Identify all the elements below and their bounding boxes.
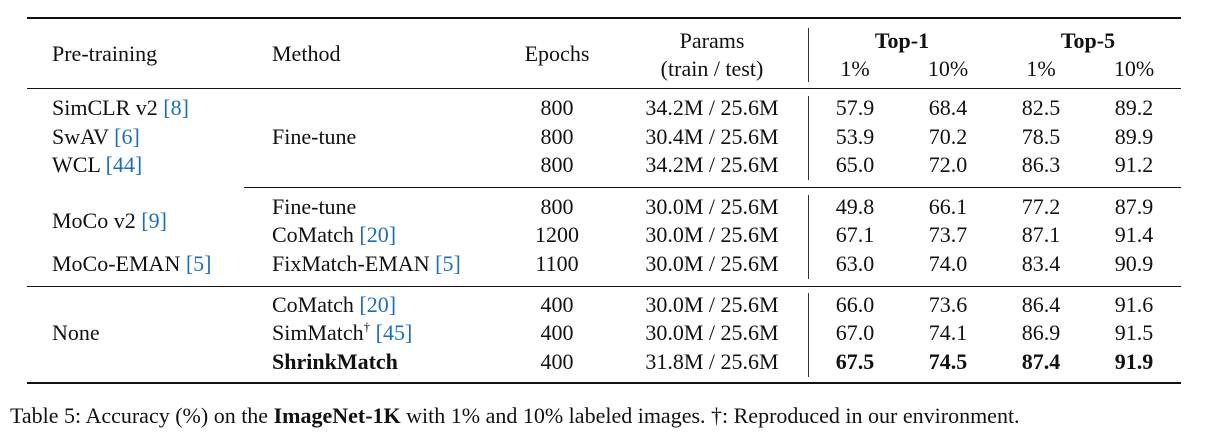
top1-10pct-cell: 73.7 <box>928 222 968 247</box>
top5-10pct-cell: 91.9 <box>1114 349 1154 374</box>
top5-10pct-cell: 89.2 <box>1114 95 1154 120</box>
epochs-cell: 800 <box>540 95 574 120</box>
pretraining-none: None <box>52 320 100 345</box>
pretraining-mocov2: MoCo v2 [9] <box>52 208 167 233</box>
top5-10pct-cell: 87.9 <box>1114 194 1154 219</box>
top5-1pct-cell: 86.4 <box>1021 292 1061 317</box>
method-comatch-group3: CoMatch [20] <box>272 292 397 317</box>
epochs-cell: 1100 <box>535 251 579 276</box>
top1-1pct-cell: 49.8 <box>835 194 875 219</box>
top1-1pct-cell: 66.0 <box>835 292 875 317</box>
params-cell: 30.0M / 25.6M <box>645 194 779 219</box>
top1-10pct-cell: 72.0 <box>928 152 968 177</box>
top5-1pct-cell: 86.9 <box>1021 320 1061 345</box>
top-rule <box>27 17 1181 19</box>
body-separator-1 <box>808 96 809 180</box>
body-separator-2 <box>808 195 809 279</box>
header-params-sub: (train / test) <box>660 56 764 81</box>
method-shrinkmatch: ShrinkMatch <box>272 349 398 374</box>
header-separator <box>808 28 809 82</box>
top5-1pct-cell: 87.4 <box>1021 349 1061 374</box>
params-cell: 34.2M / 25.6M <box>645 95 779 120</box>
top5-1pct-cell: 87.1 <box>1021 222 1061 247</box>
group2-rule <box>27 286 1181 287</box>
params-cell: 30.0M / 25.6M <box>645 292 779 317</box>
top5-10pct-cell: 91.4 <box>1114 222 1154 247</box>
top1-1pct-cell: 63.0 <box>835 251 875 276</box>
header-rule <box>27 88 1181 89</box>
epochs-cell: 800 <box>540 194 574 219</box>
top1-1pct-cell: 53.9 <box>835 124 875 149</box>
pretraining-wcl: WCL [44] <box>52 152 143 177</box>
top1-1pct-cell: 67.0 <box>835 320 875 345</box>
epochs-cell: 400 <box>540 349 574 374</box>
top5-1pct-cell: 83.4 <box>1021 251 1061 276</box>
params-cell: 31.8M / 25.6M <box>645 349 779 374</box>
header-top5: Top-5 <box>1060 28 1116 53</box>
params-cell: 34.2M / 25.6M <box>645 152 779 177</box>
top1-10pct-cell: 68.4 <box>928 95 968 120</box>
method-comatch-group2: CoMatch [20] <box>272 222 397 247</box>
method-finetune-group2: Fine-tune <box>272 194 357 219</box>
top5-10pct-cell: 89.9 <box>1114 124 1154 149</box>
top5-10pct-cell: 91.6 <box>1114 292 1154 317</box>
params-cell: 30.0M / 25.6M <box>645 251 779 276</box>
top1-10pct-cell: 66.1 <box>928 194 968 219</box>
top1-1pct-cell: 67.1 <box>835 222 875 247</box>
epochs-cell: 400 <box>540 320 574 345</box>
header-top1-10pct: 10% <box>927 56 969 81</box>
epochs-cell: 800 <box>540 124 574 149</box>
top5-1pct-cell: 86.3 <box>1021 152 1061 177</box>
method-finetune-group1: Fine-tune <box>272 124 357 149</box>
header-epochs: Epochs <box>524 41 590 66</box>
pretraining-swav: SwAV [6] <box>52 124 140 149</box>
top1-10pct-cell: 74.1 <box>928 320 968 345</box>
top1-10pct-cell: 70.2 <box>928 124 968 149</box>
top1-1pct-cell: 65.0 <box>835 152 875 177</box>
header-top5-10pct: 10% <box>1113 56 1155 81</box>
pretraining-moco-eman: MoCo-EMAN [5] <box>52 251 212 276</box>
header-top5-1pct: 1% <box>1026 56 1056 81</box>
group1-partial-rule <box>244 187 1181 188</box>
pretraining-simclr: SimCLR v2 [8] <box>52 95 189 120</box>
dagger-mark: † <box>363 319 371 334</box>
params-cell: 30.0M / 25.6M <box>645 320 779 345</box>
top5-10pct-cell: 90.9 <box>1114 251 1154 276</box>
top1-10pct-cell: 74.5 <box>928 349 968 374</box>
epochs-cell: 1200 <box>535 222 579 247</box>
top5-1pct-cell: 78.5 <box>1021 124 1061 149</box>
top5-1pct-cell: 77.2 <box>1021 194 1061 219</box>
params-cell: 30.0M / 25.6M <box>645 222 779 247</box>
body-separator-3 <box>808 293 809 377</box>
params-cell: 30.4M / 25.6M <box>645 124 779 149</box>
top5-10pct-cell: 91.2 <box>1114 152 1154 177</box>
top1-10pct-cell: 73.6 <box>928 292 968 317</box>
top1-10pct-cell: 74.0 <box>928 251 968 276</box>
header-method: Method <box>272 41 341 66</box>
header-pretraining: Pre-training <box>52 41 158 66</box>
method-fixmatch-eman: FixMatch-EMAN [5] <box>272 251 461 276</box>
header-top1-1pct: 1% <box>840 56 870 81</box>
top1-1pct-cell: 57.9 <box>835 95 875 120</box>
epochs-cell: 400 <box>540 292 574 317</box>
epochs-cell: 800 <box>540 152 574 177</box>
table-caption: Table 5: Accuracy (%) on the ImageNet-1K… <box>10 403 1020 428</box>
method-simmatch: SimMatch† [45] <box>272 319 413 345</box>
top1-1pct-cell: 67.5 <box>835 349 875 374</box>
header-params: Params <box>679 28 745 53</box>
top5-1pct-cell: 82.5 <box>1021 95 1061 120</box>
bottom-rule <box>27 382 1181 384</box>
header-top1: Top-1 <box>874 28 930 53</box>
top5-10pct-cell: 91.5 <box>1114 320 1154 345</box>
